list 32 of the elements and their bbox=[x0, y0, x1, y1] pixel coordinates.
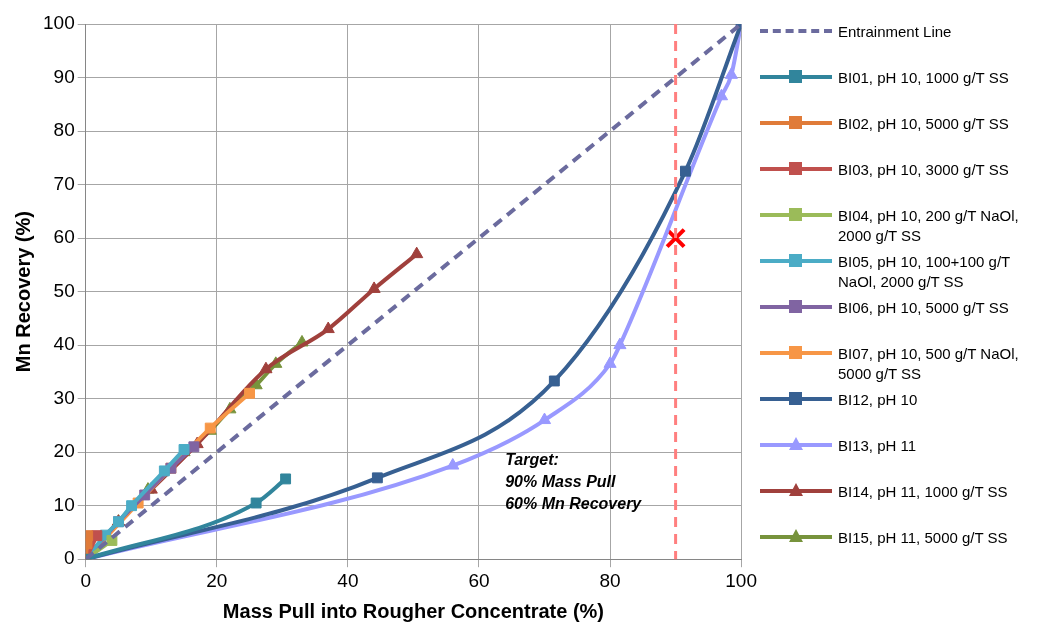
legend-label: BI06, pH 10, 5000 g/T SS bbox=[838, 298, 1009, 318]
y-tick-label: 30 bbox=[53, 386, 75, 408]
legend-label: BI07, pH 10, 500 g/T NaOl, 5000 g/T SS bbox=[838, 344, 1020, 384]
y-tick-label: 50 bbox=[53, 279, 75, 301]
y-axis-title: Mn Recovery (%) bbox=[11, 211, 34, 373]
y-tick-label: 0 bbox=[64, 547, 75, 569]
y-tick-label: 80 bbox=[53, 119, 75, 141]
x-tick-label: 20 bbox=[206, 569, 228, 591]
legend-label: BI04, pH 10, 200 g/T NaOl, 2000 g/T SS bbox=[838, 206, 1020, 246]
x-tick-label: 100 bbox=[725, 569, 757, 591]
y-tick-label: 40 bbox=[53, 333, 75, 355]
y-tick-label: 60 bbox=[53, 226, 75, 248]
y-tick-label: 100 bbox=[43, 12, 75, 34]
legend-label: BI14, pH 11, 1000 g/T SS bbox=[838, 482, 1008, 502]
legend-label: BI15, pH 11, 5000 g/T SS bbox=[838, 528, 1008, 548]
y-tick-label: 70 bbox=[53, 172, 75, 194]
x-tick-label: 40 bbox=[337, 569, 359, 591]
y-tick-label: 90 bbox=[53, 65, 75, 87]
legend-label: BI03, pH 10, 3000 g/T SS bbox=[838, 160, 1009, 180]
x-tick-label: 80 bbox=[599, 569, 621, 591]
x-axis-title: Mass Pull into Rougher Concentrate (%) bbox=[222, 599, 604, 622]
legend-label: BI01, pH 10, 1000 g/T SS bbox=[838, 68, 1009, 88]
legend-label: BI05, pH 10, 100+100 g/T NaOl, 2000 g/T SS bbox=[838, 252, 1011, 292]
x-tick-label: 0 bbox=[80, 569, 91, 591]
legend-label: Entrainment Line bbox=[838, 22, 952, 42]
y-tick-label: 20 bbox=[53, 440, 75, 462]
legend-label: BI13, pH 11 bbox=[838, 436, 917, 456]
legend-label: BI02, pH 10, 5000 g/T SS bbox=[838, 114, 1009, 134]
annotation: Target: 90% Mass Pull 60% Mn Recovery bbox=[505, 450, 643, 512]
y-tick-label: 10 bbox=[53, 493, 75, 515]
legend-label: BI12, pH 10 bbox=[838, 390, 918, 410]
x-tick-label: 60 bbox=[468, 569, 490, 591]
